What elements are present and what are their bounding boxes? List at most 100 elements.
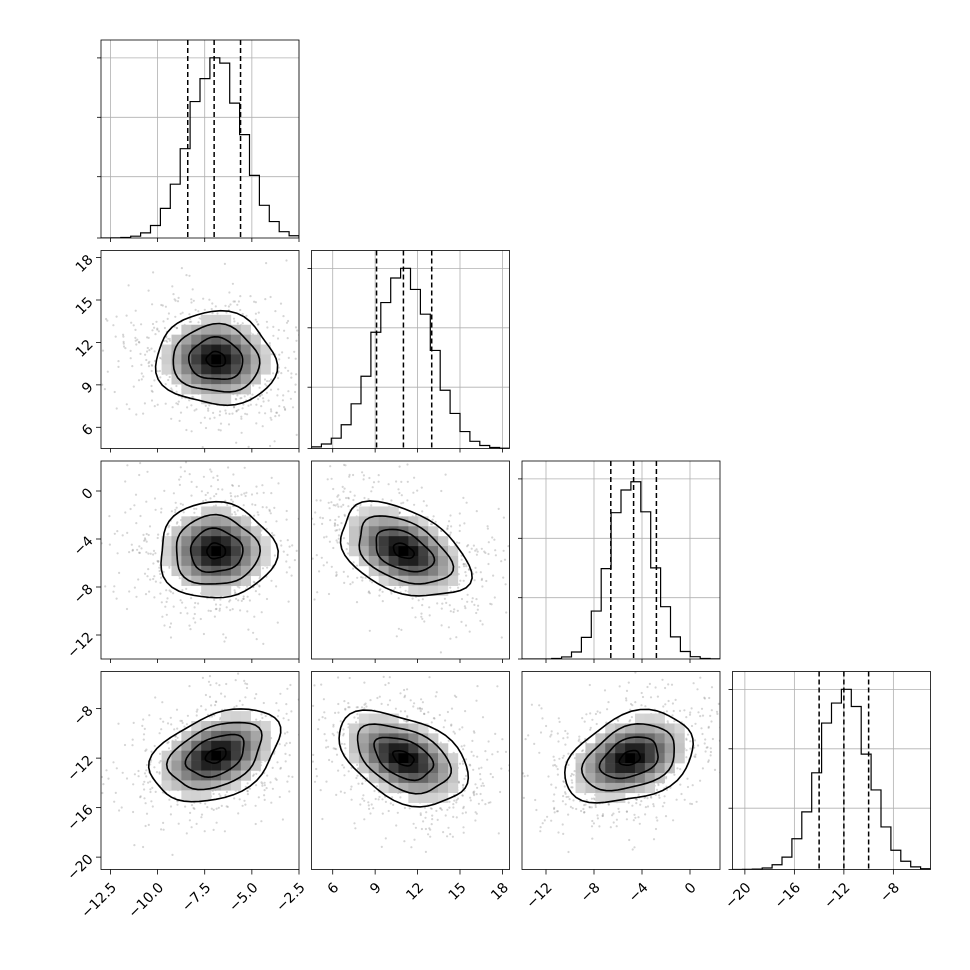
sample-point	[233, 300, 236, 303]
density-cell	[348, 536, 360, 547]
sample-point	[685, 738, 688, 741]
contour-line	[206, 542, 227, 560]
sample-point	[634, 701, 637, 704]
sample-point	[218, 684, 221, 687]
density-cell	[388, 772, 399, 784]
sample-point	[258, 593, 261, 596]
sample-point	[599, 711, 602, 714]
sample-point	[475, 548, 478, 551]
sample-point	[113, 800, 116, 803]
sample-point	[477, 604, 480, 607]
sample-point	[174, 501, 177, 504]
sample-point	[343, 791, 346, 794]
density-cell	[240, 384, 251, 395]
sample-point	[289, 683, 292, 687]
sample-point	[625, 818, 629, 821]
sample-point	[294, 357, 297, 360]
sample-point	[476, 786, 479, 789]
sample-point	[355, 601, 359, 604]
sample-point	[493, 596, 496, 599]
density-cell	[240, 374, 251, 385]
histogram-steps	[101, 57, 299, 238]
density-cell	[418, 536, 429, 547]
sample-point	[337, 711, 340, 714]
density-cell	[595, 772, 606, 784]
sample-point	[170, 387, 173, 390]
sample-point	[313, 549, 315, 551]
density-cell	[191, 760, 202, 771]
sample-point	[231, 484, 234, 487]
sample-point	[172, 592, 175, 595]
sample-point	[237, 300, 240, 303]
sample-point	[300, 720, 302, 722]
density-cell	[181, 730, 192, 742]
sample-point	[228, 600, 231, 603]
sample-point	[554, 786, 558, 789]
sample-point	[412, 705, 415, 708]
sample-point	[453, 694, 456, 697]
sample-point	[193, 606, 196, 609]
sample-point	[404, 710, 407, 713]
sample-point	[368, 807, 371, 811]
sample-point	[655, 788, 659, 792]
sample-point	[328, 540, 331, 543]
sample-point	[414, 826, 417, 829]
sample-point	[423, 712, 426, 715]
sample-point	[192, 396, 195, 399]
sample-point	[286, 687, 289, 690]
sample-point	[179, 411, 183, 414]
density-cell	[191, 384, 202, 395]
sample-point	[281, 775, 283, 777]
sample-point	[648, 682, 652, 686]
sample-point	[240, 396, 243, 400]
sample-point	[154, 508, 157, 511]
sample-point	[235, 410, 238, 413]
sample-point	[657, 783, 660, 787]
sample-point	[232, 406, 236, 409]
sample-point	[139, 462, 142, 465]
sample-point	[709, 714, 712, 718]
sample-point	[96, 388, 98, 390]
sample-point	[163, 489, 166, 492]
sample-point	[169, 805, 173, 808]
sample-point	[308, 700, 310, 702]
sample-point	[255, 485, 258, 488]
sample-point	[223, 640, 226, 643]
sample-point	[447, 626, 450, 629]
density-cell	[447, 575, 459, 586]
density-cell	[161, 354, 172, 365]
sample-point	[601, 813, 605, 816]
contour-line	[205, 350, 227, 368]
sample-point	[257, 398, 260, 401]
sample-point	[346, 417, 348, 419]
sample-point	[355, 706, 358, 709]
sample-point	[257, 796, 260, 799]
sample-point	[317, 748, 319, 750]
sample-point	[640, 800, 643, 803]
sample-point	[406, 499, 409, 502]
sample-point	[582, 807, 585, 811]
sample-point	[434, 695, 437, 698]
sample-point	[357, 767, 360, 770]
sample-point	[218, 793, 221, 796]
sample-point	[283, 407, 287, 410]
density-cell	[191, 334, 202, 345]
density-cell	[181, 354, 192, 365]
sample-point	[558, 720, 561, 724]
sample-point	[161, 304, 164, 307]
sample-point	[145, 769, 148, 772]
sample-point	[134, 309, 137, 312]
sample-point	[144, 824, 147, 828]
sample-point	[240, 417, 243, 420]
sample-point	[584, 792, 587, 796]
sample-point	[336, 524, 339, 527]
sample-point	[592, 797, 596, 800]
sample-point	[315, 554, 318, 557]
contour-line	[618, 749, 641, 766]
sample-point	[721, 728, 723, 730]
sample-point	[632, 819, 635, 822]
sample-point	[573, 770, 576, 773]
sample-point	[266, 475, 268, 477]
sample-point	[266, 566, 269, 569]
sample-point	[567, 813, 570, 816]
